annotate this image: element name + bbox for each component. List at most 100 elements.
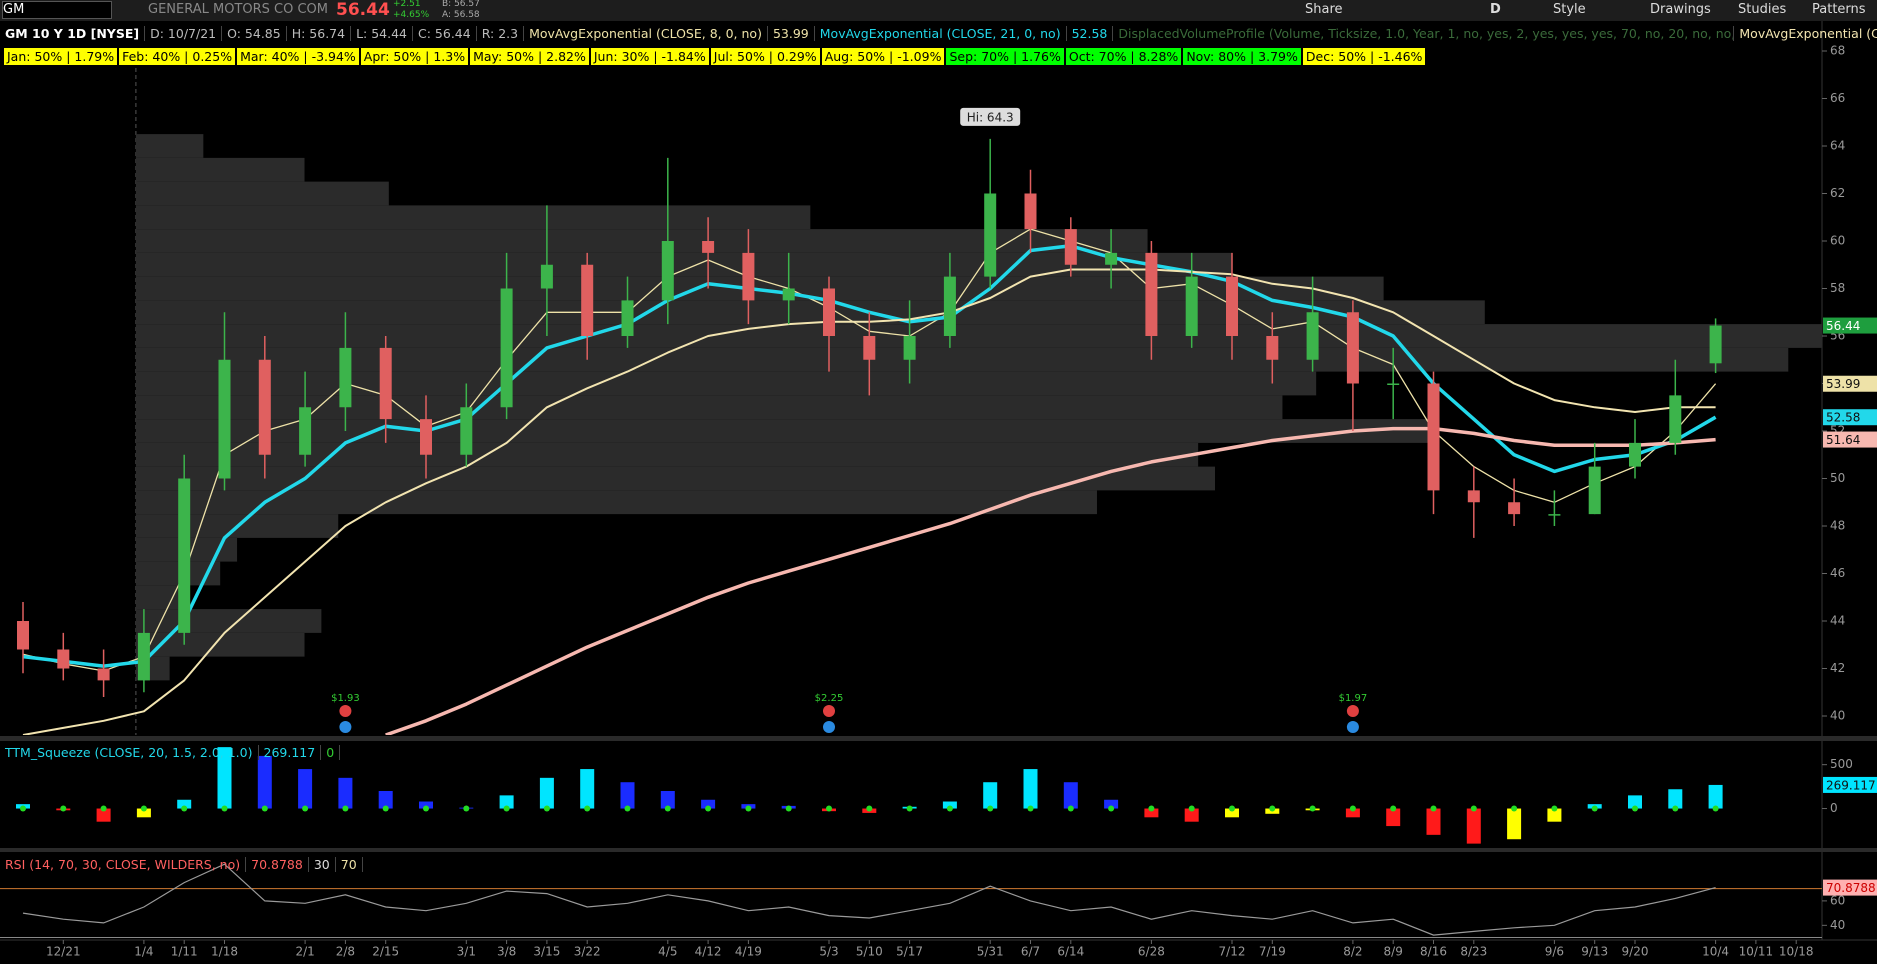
button[interactable]: Style (1553, 2, 1586, 17)
x-tick-label: 9/6 (1545, 945, 1564, 959)
squeeze-bar (1507, 808, 1522, 840)
squeeze-dot (987, 805, 994, 812)
squeeze-dot (342, 805, 349, 812)
squeeze-bar (338, 777, 353, 809)
squeeze-bar (1345, 808, 1360, 818)
candle-body (823, 288, 835, 336)
dividend-label: $1.93 (331, 693, 360, 704)
y-tick-label: 60 (1830, 234, 1845, 248)
squeeze-dot (584, 805, 591, 812)
high-label: Hi: 64.3 (967, 110, 1014, 124)
squeeze-dot (261, 805, 268, 812)
squeeze-bar (1466, 808, 1481, 844)
x-tick-label: 3/8 (497, 945, 516, 959)
button[interactable]: Drawings (1650, 2, 1711, 17)
candle-body (97, 668, 110, 681)
study-value: 70.8788 (246, 856, 309, 872)
company: GENERAL MOTORS CO COM (148, 2, 329, 17)
candle-body (1105, 252, 1118, 265)
candle-body (1346, 312, 1359, 384)
seasonality-box: Apr: 50% | 1.3% (360, 48, 469, 65)
button[interactable]: Patterns (1812, 2, 1866, 17)
rsi-header: RSI (14, 70, 30, CLOSE, WILDERS, no) 70.… (0, 855, 363, 873)
candle-body (1709, 325, 1722, 364)
squeeze-dot (866, 805, 873, 812)
study-value: 52.58 (1067, 25, 1114, 41)
dividend-label: $2.25 (815, 693, 844, 704)
price-badge (1823, 317, 1877, 334)
event-icon (823, 721, 835, 733)
candle-body (540, 264, 553, 289)
volume-profile-bar (135, 347, 1789, 372)
squeeze-bar (257, 755, 272, 809)
button[interactable]: Studies (1738, 2, 1787, 17)
squeeze-dot (1632, 805, 1638, 812)
candle-body (299, 407, 312, 455)
squeeze-bar (1386, 808, 1401, 827)
squeeze-dot (906, 805, 913, 812)
study-value: 269.117 (259, 744, 322, 760)
seasonality-row: Jan: 50% | 1.79% Feb: 40% | 0.25% Mar: 40%… (4, 48, 1427, 65)
volume-profile-bar (135, 585, 187, 610)
seasonality-box: Sep: 70% | 1.76% (946, 48, 1064, 65)
squeeze-bar (983, 782, 998, 809)
volume-profile-bar (135, 419, 1435, 443)
candle-body (863, 336, 876, 360)
squeeze-dot (664, 805, 671, 812)
y-tick-label: 64 (1830, 139, 1845, 153)
squeeze-dot (1229, 805, 1235, 812)
seasonality-box: Mar: 40% | -3.94% (237, 48, 359, 65)
candle-body (1226, 276, 1238, 336)
y-tick-label: 40 (1830, 918, 1845, 932)
symbol-input[interactable]: GM (2, 1, 112, 19)
ohlc: O: 54.85 (222, 25, 287, 41)
squeeze-dot (745, 805, 752, 812)
seasonality-box: Oct: 70% | 8.28% (1065, 48, 1182, 65)
price-badge (1823, 409, 1877, 426)
x-tick-label: 3/15 (533, 945, 560, 959)
candle-body (1145, 252, 1158, 336)
x-tick-label: 6/7 (1021, 945, 1040, 959)
squeeze-dot (221, 805, 228, 812)
price-badge (1823, 375, 1877, 392)
x-tick-label: 3/1 (457, 945, 476, 959)
x-tick-label: 8/2 (1343, 945, 1362, 959)
seasonality-box: May: 50% | 2.82% (470, 48, 589, 65)
button[interactable]: Share (1305, 2, 1343, 17)
study-label: MovAvgExponential (CLOSE, 8, 0, no) (524, 25, 768, 41)
candle-body (581, 264, 594, 336)
squeeze-bar (1708, 784, 1723, 809)
x-tick-label: 5/10 (856, 945, 883, 959)
squeeze-bar (136, 808, 151, 818)
x-tick-label: 4/5 (658, 945, 677, 959)
seasonality-box: Dec: 50% | -1.46% (1302, 48, 1426, 65)
squeeze-dot (463, 805, 470, 812)
candle-body (782, 288, 795, 301)
event-icon (1346, 721, 1359, 733)
x-tick-label: 2/15 (372, 945, 399, 959)
x-tick-label: 9/20 (1622, 945, 1649, 959)
price-badge-label: 70.8788 (1826, 881, 1876, 895)
squeeze-dot (1712, 805, 1719, 812)
squeeze-bar (1668, 789, 1683, 809)
y-tick-label: 66 (1830, 91, 1845, 105)
squeeze-dot (1027, 805, 1034, 812)
event-icon (339, 721, 352, 733)
candle-body (1467, 490, 1480, 503)
candle-body (943, 276, 956, 336)
x-tick-label: 2/1 (295, 945, 314, 959)
squeeze-dot (1591, 805, 1598, 812)
volume-profile-bar (135, 181, 389, 206)
candle-body (258, 359, 271, 455)
squeeze-dot (1309, 805, 1316, 812)
level-label: 30 (309, 856, 336, 872)
volume-profile-bar (135, 561, 221, 586)
button[interactable]: D (1490, 2, 1501, 17)
ohlc: R: 2.3 (477, 25, 525, 41)
volume-profile-bar (135, 324, 1822, 348)
y-tick-label: 0 (1830, 801, 1838, 815)
price-badge-label: 56.44 (1826, 319, 1860, 333)
squeeze-bar (1547, 808, 1562, 822)
change-pct: +4.65% (393, 10, 430, 20)
x-tick-label: 10/4 (1702, 945, 1729, 959)
